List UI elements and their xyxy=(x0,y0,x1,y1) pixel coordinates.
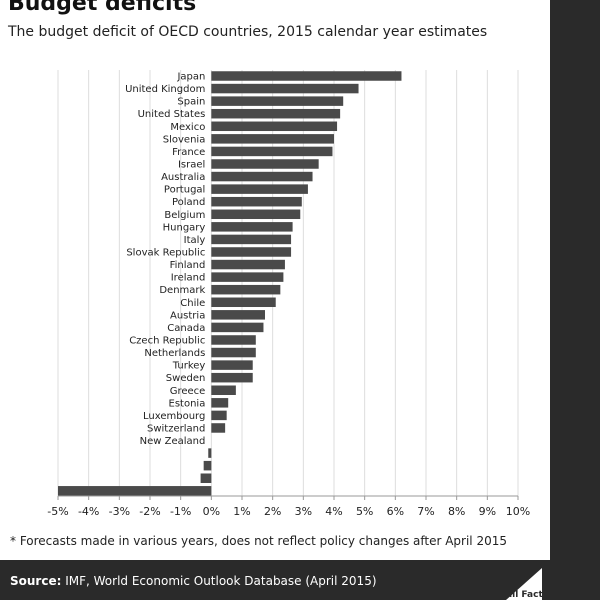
category-label: Luxembourg xyxy=(143,411,205,422)
bar xyxy=(211,398,229,408)
x-tick-label: -5% xyxy=(47,505,68,518)
bar xyxy=(211,360,253,370)
x-tick-label: 2% xyxy=(264,505,281,518)
bar xyxy=(211,372,253,383)
full-fact-logo xyxy=(506,568,542,600)
x-tick-label: 6% xyxy=(387,505,404,518)
x-tick-label: -3% xyxy=(109,505,130,518)
bar xyxy=(211,146,333,157)
category-label: United States xyxy=(138,109,206,120)
bar xyxy=(211,347,256,358)
category-label: Canada xyxy=(167,323,205,334)
category-label: Hungary xyxy=(163,222,206,233)
category-label: Finland xyxy=(170,260,206,271)
category-label: France xyxy=(172,147,205,158)
source-line: Source: IMF, World Economic Outlook Data… xyxy=(10,574,377,588)
bar xyxy=(211,284,281,295)
bar xyxy=(211,410,227,421)
bar xyxy=(211,71,402,81)
bar xyxy=(211,385,236,395)
logo-text: Full Fact xyxy=(500,590,543,600)
x-tick-label: 10% xyxy=(506,505,530,518)
bar xyxy=(211,134,334,144)
category-label: Belgium xyxy=(164,210,205,221)
category-label: Italy xyxy=(184,235,206,246)
source-text: IMF, World Economic Outlook Database (Ap… xyxy=(61,574,377,588)
bar xyxy=(211,184,308,194)
bar xyxy=(211,96,344,106)
category-label: Japan xyxy=(176,72,205,83)
x-tick-label: 0% xyxy=(203,505,220,518)
x-tick-label: -2% xyxy=(139,505,160,518)
category-label: Chile xyxy=(180,298,205,309)
source-label: Source: xyxy=(10,574,62,588)
category-label: Mexico xyxy=(170,122,205,133)
x-tick-label: 9% xyxy=(479,505,496,518)
category-label: United Kingdom xyxy=(125,84,205,95)
category-label: Greece xyxy=(170,386,206,397)
bar xyxy=(211,335,256,345)
category-label: New Zealand xyxy=(140,436,206,447)
footer-bar xyxy=(0,560,600,600)
x-tick-label: 1% xyxy=(233,505,250,518)
bar xyxy=(211,121,338,132)
bar xyxy=(211,297,276,308)
category-label: Czech Republic xyxy=(129,335,205,346)
category-label: Austria xyxy=(170,310,205,321)
bar xyxy=(203,460,212,471)
category-label: Poland xyxy=(172,197,205,208)
category-label: Slovenia xyxy=(163,134,206,145)
category-label: Portugal xyxy=(164,185,205,196)
bar xyxy=(211,209,301,220)
right-edge-strip xyxy=(550,0,600,600)
category-label: Netherlands xyxy=(144,348,205,359)
bar xyxy=(211,159,319,169)
category-label: Slovak Republic xyxy=(126,247,205,258)
bar xyxy=(208,448,212,458)
bar xyxy=(211,222,293,232)
footnote: * Forecasts made in various years, does … xyxy=(10,534,507,548)
category-label: Turkey xyxy=(172,361,206,372)
bar xyxy=(211,259,285,270)
bar xyxy=(211,108,341,119)
bar xyxy=(58,486,212,496)
chart-title: Budget deficits xyxy=(8,0,197,16)
category-label: Ireland xyxy=(171,273,206,284)
category-label: Denmark xyxy=(159,285,205,296)
bar xyxy=(211,322,264,333)
x-tick-label: -1% xyxy=(170,505,191,518)
x-tick-label: 4% xyxy=(325,505,342,518)
bar xyxy=(211,83,359,94)
bar xyxy=(211,234,292,245)
bar xyxy=(211,247,292,257)
x-tick-label: -4% xyxy=(78,505,99,518)
x-tick-label: 8% xyxy=(448,505,465,518)
bar xyxy=(211,423,226,433)
category-label: Estonia xyxy=(169,398,206,409)
bar xyxy=(211,272,284,282)
category-label: Sweden xyxy=(166,373,206,384)
x-tick-label: 5% xyxy=(356,505,373,518)
category-label: Spain xyxy=(177,97,205,108)
category-label: Australia xyxy=(161,172,205,183)
bar xyxy=(200,473,212,483)
bar xyxy=(211,310,265,320)
category-label: Israel xyxy=(178,159,205,170)
bar xyxy=(211,196,302,207)
bar xyxy=(211,171,313,182)
category-label: Switzerland xyxy=(147,423,205,434)
x-tick-label: 7% xyxy=(417,505,434,518)
x-tick-label: 3% xyxy=(295,505,312,518)
chart-subtitle: The budget deficit of OECD countries, 20… xyxy=(8,24,488,40)
